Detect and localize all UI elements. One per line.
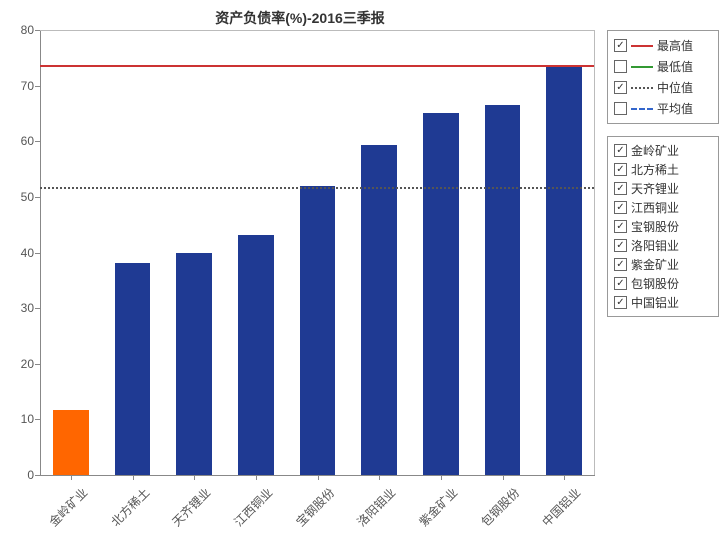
x-tick-label: 江西铜业 [224,484,276,536]
y-tick-label: 50 [21,190,34,204]
x-tick-label: 金岭矿业 [39,484,91,536]
legend-line-sample [631,108,653,110]
y-tick-label: 40 [21,246,34,260]
checkbox-icon[interactable] [614,60,627,73]
legend-series-label: 江西铜业 [631,199,679,216]
x-tick-label: 洛阳钼业 [348,484,400,536]
x-tick-mark [256,475,257,480]
legend-series-item[interactable]: ✓ 洛阳钼业 [614,236,712,255]
y-tick-label: 70 [21,79,34,93]
checkbox-icon[interactable]: ✓ [614,182,627,195]
bar[interactable] [300,186,336,475]
legend-series-item[interactable]: ✓ 包钢股份 [614,274,712,293]
legend-series-label: 宝钢股份 [631,218,679,235]
x-tick-mark [318,475,319,480]
x-tick-mark [564,475,565,480]
checkbox-icon[interactable]: ✓ [614,163,627,176]
bar[interactable] [546,65,582,476]
legend-series-label: 北方稀土 [631,161,679,178]
legend-series-item[interactable]: ✓ 金岭矿业 [614,141,712,160]
x-tick-mark [379,475,380,480]
checkbox-icon[interactable]: ✓ [614,144,627,157]
checkbox-icon[interactable]: ✓ [614,296,627,309]
ref-line-max [40,65,594,67]
checkbox-icon[interactable]: ✓ [614,81,627,94]
x-tick-label: 中国铝业 [533,484,585,536]
legend-ref-item-median[interactable]: ✓ 中位值 [614,77,712,98]
y-tick-label: 10 [21,412,34,426]
bar[interactable] [53,410,89,475]
y-tick-label: 30 [21,301,34,315]
legend-series-label: 紫金矿业 [631,256,679,273]
legend-series-item[interactable]: ✓ 天齐锂业 [614,179,712,198]
chart-title: 资产负债率(%)-2016三季报 [0,8,600,28]
chart-container: 资产负债率(%)-2016三季报 01020304050607080 金岭矿业北… [0,0,725,531]
ref-line-median [40,187,594,189]
checkbox-icon[interactable] [614,102,627,115]
legend-ref-item-min[interactable]: 最低值 [614,56,712,77]
legend-reference-lines: ✓ 最高值最低值 ✓ 中位值平均值 [607,30,719,124]
x-tick-label: 天齐锂业 [163,484,215,536]
legend-ref-label: 平均值 [657,100,693,117]
checkbox-icon[interactable]: ✓ [614,39,627,52]
checkbox-icon[interactable]: ✓ [614,277,627,290]
legend-line-sample [631,66,653,68]
checkbox-icon[interactable]: ✓ [614,258,627,271]
legend-series-item[interactable]: ✓ 江西铜业 [614,198,712,217]
checkbox-icon[interactable]: ✓ [614,201,627,214]
legend-ref-item-mean[interactable]: 平均值 [614,98,712,119]
bar[interactable] [238,235,274,475]
legend-series-label: 天齐锂业 [631,180,679,197]
y-tick-label: 20 [21,357,34,371]
x-tick-mark [441,475,442,480]
legend-line-sample [631,45,653,47]
x-tick-label: 北方稀土 [101,484,153,536]
plot-area [40,30,595,475]
x-tick-label: 紫金矿业 [409,484,461,536]
bar[interactable] [423,113,459,475]
legend-series-item[interactable]: ✓ 中国铝业 [614,293,712,312]
bars-group [40,31,594,475]
bar[interactable] [176,253,212,475]
bar[interactable] [361,145,397,475]
legend-series-item[interactable]: ✓ 宝钢股份 [614,217,712,236]
y-tick-label: 60 [21,134,34,148]
legend-line-sample [631,87,653,89]
legend-series: ✓ 金岭矿业 ✓ 北方稀土 ✓ 天齐锂业 ✓ 江西铜业 ✓ 宝钢股份 ✓ 洛阳钼业 ✓ 紫金矿业 ✓ 包钢股份… [607,136,719,317]
legend-series-label: 金岭矿业 [631,142,679,159]
x-tick-label: 宝钢股份 [286,484,338,536]
x-tick-mark [194,475,195,480]
bar[interactable] [485,105,521,475]
legend-series-label: 洛阳钼业 [631,237,679,254]
y-axis: 01020304050607080 [0,30,40,475]
checkbox-icon[interactable]: ✓ [614,220,627,233]
x-tick-mark [503,475,504,480]
x-tick-mark [133,475,134,480]
legend-ref-item-max[interactable]: ✓ 最高值 [614,35,712,56]
legend-ref-label: 中位值 [657,79,693,96]
checkbox-icon[interactable]: ✓ [614,239,627,252]
legend-ref-label: 最高值 [657,37,693,54]
legend-series-label: 包钢股份 [631,275,679,292]
y-tick-label: 0 [27,468,34,482]
legend-series-item[interactable]: ✓ 紫金矿业 [614,255,712,274]
legend-series-label: 中国铝业 [631,294,679,311]
x-tick-label: 包钢股份 [471,484,523,536]
x-axis-labels: 金岭矿业北方稀土天齐锂业江西铜业宝钢股份洛阳钼业紫金矿业包钢股份中国铝业 [40,478,595,528]
x-tick-mark [71,475,72,480]
y-tick-label: 80 [21,23,34,37]
legend-ref-label: 最低值 [657,58,693,75]
legend-series-item[interactable]: ✓ 北方稀土 [614,160,712,179]
bar[interactable] [115,263,151,475]
